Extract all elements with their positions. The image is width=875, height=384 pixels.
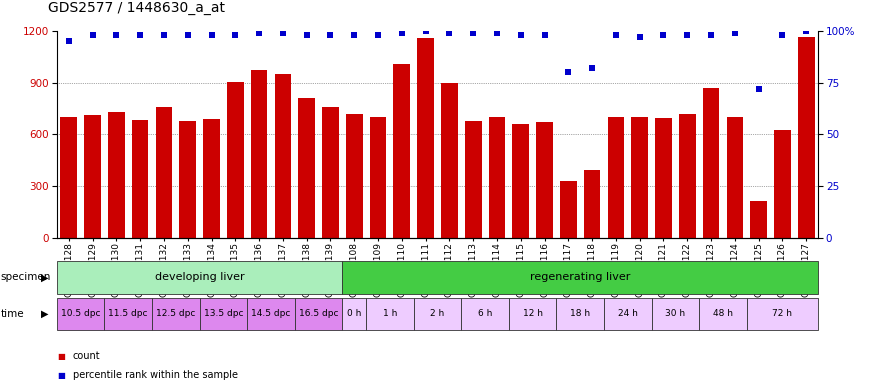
Text: GDS2577 / 1448630_a_at: GDS2577 / 1448630_a_at bbox=[48, 2, 225, 15]
Bar bbox=[441, 83, 458, 238]
Text: 48 h: 48 h bbox=[713, 310, 733, 318]
Bar bbox=[108, 112, 124, 238]
Text: 2 h: 2 h bbox=[430, 310, 444, 318]
Point bbox=[299, 32, 313, 38]
Point bbox=[656, 32, 670, 38]
Point bbox=[252, 30, 266, 36]
Bar bbox=[60, 117, 77, 238]
Bar bbox=[632, 117, 648, 238]
Point bbox=[799, 28, 813, 34]
Point bbox=[181, 32, 195, 38]
Bar bbox=[322, 107, 339, 238]
Text: 11.5 dpc: 11.5 dpc bbox=[108, 310, 148, 318]
Point bbox=[562, 69, 576, 75]
Text: 12.5 dpc: 12.5 dpc bbox=[156, 310, 195, 318]
Text: 72 h: 72 h bbox=[773, 310, 793, 318]
Text: 14.5 dpc: 14.5 dpc bbox=[251, 310, 290, 318]
Bar bbox=[726, 117, 743, 238]
Bar bbox=[132, 120, 149, 238]
Text: ■: ■ bbox=[57, 352, 65, 361]
Bar bbox=[84, 115, 101, 238]
Text: 0 h: 0 h bbox=[347, 310, 361, 318]
Bar bbox=[298, 98, 315, 238]
Text: 13.5 dpc: 13.5 dpc bbox=[204, 310, 243, 318]
Point bbox=[443, 30, 457, 36]
Bar bbox=[370, 117, 387, 238]
Bar bbox=[275, 74, 291, 238]
Text: count: count bbox=[73, 351, 101, 361]
Bar bbox=[607, 117, 624, 238]
Text: time: time bbox=[1, 309, 24, 319]
Text: 1 h: 1 h bbox=[382, 310, 397, 318]
Point bbox=[633, 34, 647, 40]
Point bbox=[775, 32, 789, 38]
Point bbox=[728, 30, 742, 36]
Point bbox=[395, 30, 409, 36]
Point bbox=[371, 32, 385, 38]
Bar bbox=[251, 70, 268, 238]
Point bbox=[466, 30, 480, 36]
Point bbox=[704, 32, 718, 38]
Text: developing liver: developing liver bbox=[155, 272, 244, 283]
Text: 12 h: 12 h bbox=[522, 310, 542, 318]
Point bbox=[490, 30, 504, 36]
Text: specimen: specimen bbox=[1, 272, 52, 283]
Text: ■: ■ bbox=[57, 371, 65, 380]
Bar bbox=[655, 118, 672, 238]
Point bbox=[86, 32, 100, 38]
Text: 18 h: 18 h bbox=[570, 310, 591, 318]
Point bbox=[418, 28, 432, 34]
Point bbox=[609, 32, 623, 38]
Bar bbox=[417, 38, 434, 238]
Point bbox=[514, 32, 528, 38]
Text: ▶: ▶ bbox=[41, 272, 49, 283]
Text: 30 h: 30 h bbox=[665, 310, 685, 318]
Bar bbox=[488, 117, 505, 238]
Point bbox=[752, 86, 766, 92]
Bar bbox=[179, 121, 196, 238]
Bar bbox=[227, 82, 243, 238]
Point bbox=[680, 32, 694, 38]
Bar bbox=[798, 37, 815, 238]
Text: percentile rank within the sample: percentile rank within the sample bbox=[73, 370, 238, 380]
Point bbox=[585, 65, 599, 71]
Bar bbox=[203, 119, 220, 238]
Bar bbox=[346, 114, 362, 238]
Point bbox=[133, 32, 147, 38]
Point bbox=[347, 32, 361, 38]
Bar bbox=[703, 88, 719, 238]
Text: 24 h: 24 h bbox=[618, 310, 638, 318]
Point bbox=[157, 32, 171, 38]
Bar bbox=[465, 121, 481, 238]
Bar bbox=[679, 114, 696, 238]
Bar bbox=[513, 124, 529, 238]
Bar bbox=[584, 170, 600, 238]
Bar bbox=[560, 181, 577, 238]
Point bbox=[205, 32, 219, 38]
Point bbox=[537, 32, 551, 38]
Bar bbox=[394, 63, 410, 238]
Bar bbox=[751, 201, 767, 238]
Text: 10.5 dpc: 10.5 dpc bbox=[61, 310, 101, 318]
Point bbox=[276, 30, 290, 36]
Point bbox=[62, 38, 76, 44]
Text: regenerating liver: regenerating liver bbox=[530, 272, 630, 283]
Point bbox=[228, 32, 242, 38]
Bar bbox=[536, 122, 553, 238]
Bar bbox=[774, 130, 791, 238]
Bar bbox=[156, 107, 172, 238]
Point bbox=[324, 32, 338, 38]
Point bbox=[109, 32, 123, 38]
Text: 16.5 dpc: 16.5 dpc bbox=[298, 310, 339, 318]
Text: 6 h: 6 h bbox=[478, 310, 493, 318]
Text: ▶: ▶ bbox=[41, 309, 49, 319]
